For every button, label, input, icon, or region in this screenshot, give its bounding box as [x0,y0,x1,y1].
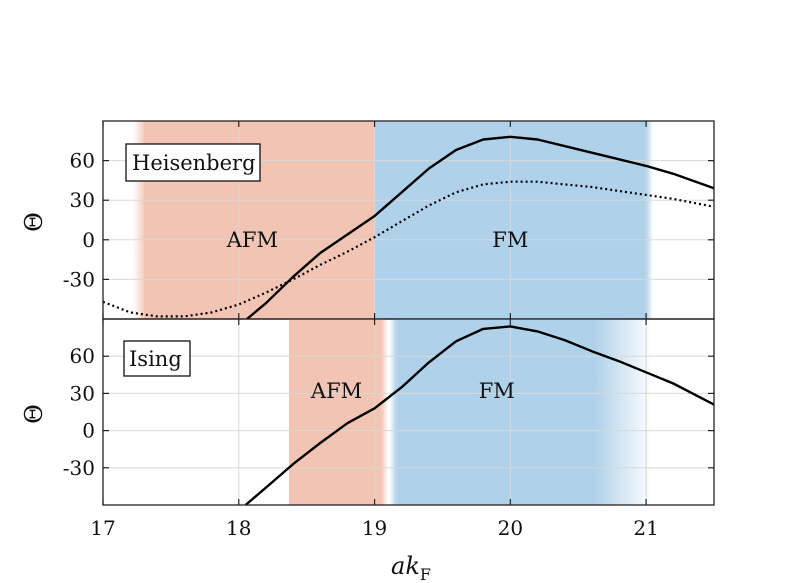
heisenberg-lines [103,135,714,319]
ising-region-labels: AFM FM [310,379,515,403]
y-tick-label: -30 [63,267,95,291]
ising-panel: AFM FM 60 30 0 -30 17 18 19 20 21 Ising Θ [20,318,715,540]
x-tick-label: 19 [362,516,387,540]
solid-series-line [244,325,714,505]
x-tick-label: 20 [498,516,523,540]
region-fade [381,319,389,505]
region-fade [594,319,653,505]
region-label-fm: FM [479,379,515,403]
solid-series-line [246,135,714,319]
ising-y-axis-label: Θ [20,404,48,424]
y-tick-label: 30 [70,188,95,212]
y-tick-label: 30 [70,381,95,405]
region-fade [389,319,397,505]
x-axis-label: akF [391,552,431,583]
ising-legend: Ising [123,340,191,377]
region-label-afm: AFM [226,228,278,252]
region-fade [646,121,653,319]
region-label-afm: AFM [310,379,362,403]
region-label-fm: FM [492,228,528,252]
heisenberg-legend-label: Heisenberg [132,151,256,175]
y-tick-label: -30 [63,456,95,480]
heisenberg-legend: Heisenberg [125,143,261,182]
dotted-series-line [103,180,714,318]
axes-frame [102,318,715,506]
y-tick-label: 0 [82,228,95,252]
y-tick-label: 0 [82,419,95,443]
x-tick-label: 17 [90,516,115,540]
heisenberg-y-axis-label: Θ [20,212,48,232]
ising-lines [244,325,714,505]
x-tick-label: 18 [226,516,251,540]
heisenberg-legend-box [125,143,261,182]
heisenberg-x-ticks [102,121,647,319]
ising-legend-label: Ising [129,347,182,371]
x-tick-label: 21 [633,516,658,540]
heisenberg-region-labels: AFM FM [226,228,529,252]
x-axis-label-subscript: F [420,565,431,583]
ising-frame [102,318,715,506]
heisenberg-panel: AFM FM 60 30 0 -30 Heisenberg Θ [20,120,715,320]
x-axis-label-main: ak [391,552,420,580]
heisenberg-y-ticks: 60 30 0 -30 [63,149,714,291]
y-tick-label: 60 [70,344,95,368]
ising-regions [289,319,653,505]
y-tick-label: 60 [70,149,95,173]
region-fm-band [396,319,595,505]
ising-x-ticks: 17 18 19 20 21 [90,319,659,540]
ising-legend-box [123,340,191,377]
ising-y-ticks: 60 30 0 -30 [63,344,714,480]
ising-grid [102,319,714,505]
